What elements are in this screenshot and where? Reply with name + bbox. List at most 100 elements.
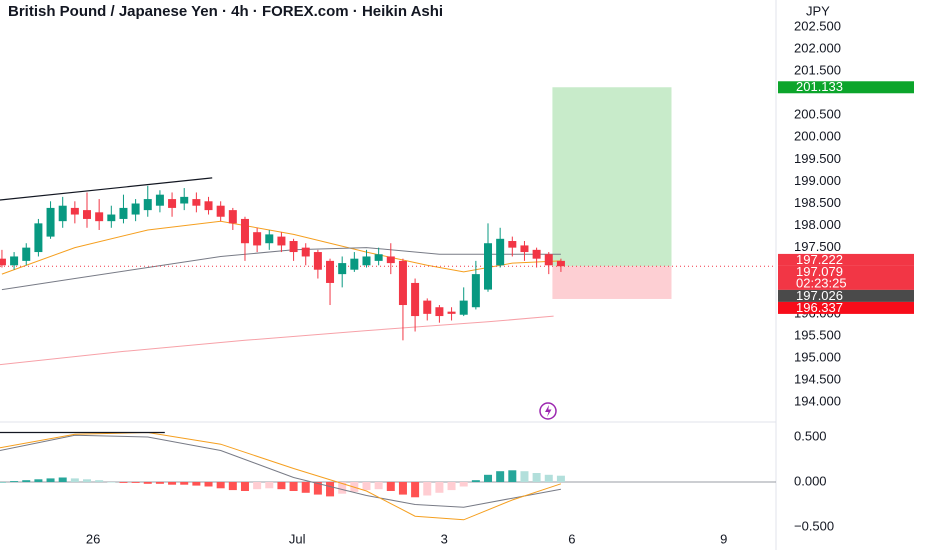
price-badge xyxy=(778,253,914,266)
histogram-bar xyxy=(216,481,225,489)
candle-body xyxy=(240,218,249,244)
histogram-bar xyxy=(313,481,322,495)
histogram-bar xyxy=(131,481,140,483)
y-tick-label: 194.500 xyxy=(794,372,841,387)
price-badge-label: 201.133 xyxy=(796,79,843,94)
x-tick-label: 9 xyxy=(720,531,727,546)
histogram-bar xyxy=(532,473,541,482)
histogram-bar xyxy=(107,481,116,483)
histogram-bar xyxy=(58,477,67,482)
candle-body xyxy=(508,241,517,248)
histogram-bar xyxy=(411,481,420,498)
candle-body xyxy=(155,194,164,206)
price-badge-label: 197.026 xyxy=(796,288,843,303)
histogram-bar xyxy=(435,481,444,493)
moving-average xyxy=(0,315,554,366)
alert-icon[interactable] xyxy=(539,402,557,420)
histogram-bar xyxy=(362,481,371,491)
candle-body xyxy=(411,282,420,317)
price-badge-label: 196.337 xyxy=(796,300,843,315)
histogram-bar xyxy=(374,481,383,490)
candle-body xyxy=(168,199,177,208)
candle-body xyxy=(204,201,213,211)
price-badge xyxy=(778,289,914,302)
histogram-bar xyxy=(326,481,335,497)
candle-body xyxy=(143,199,152,211)
histogram-bar xyxy=(277,481,286,490)
y-tick-label: 201.500 xyxy=(794,63,841,78)
candle-body xyxy=(459,300,468,315)
price-badge-label: 197.222 xyxy=(796,252,843,267)
histogram-bar xyxy=(289,481,298,491)
candle-body xyxy=(228,210,237,224)
candle-body xyxy=(362,256,371,266)
y-tick-label: 197.500 xyxy=(794,239,841,254)
histogram-bar xyxy=(155,481,164,484)
y-tick-label: 198.500 xyxy=(794,195,841,210)
profit-zone xyxy=(552,87,672,267)
candle-body xyxy=(326,260,335,283)
candle-body xyxy=(180,196,189,204)
countdown: 02:23:25 xyxy=(796,275,847,290)
candle-body xyxy=(265,234,274,244)
candle-body xyxy=(0,258,6,266)
y-tick-label: 0.500 xyxy=(794,428,827,443)
candle-body xyxy=(435,307,444,317)
y-tick-label: 0.000 xyxy=(794,473,827,488)
candle-body xyxy=(216,205,225,217)
candle-body xyxy=(107,214,116,222)
candle-body xyxy=(423,300,432,314)
y-tick-label: 200.000 xyxy=(794,129,841,144)
candle-body xyxy=(556,260,565,267)
y-tick-label: 199.000 xyxy=(794,173,841,188)
histogram-bar xyxy=(447,481,456,491)
candle-body xyxy=(544,254,553,266)
x-tick-label: 6 xyxy=(568,531,575,546)
histogram-bar xyxy=(34,479,43,482)
candle-body xyxy=(95,212,104,222)
macd-line xyxy=(0,434,561,508)
candle-body xyxy=(338,263,347,275)
candle-body xyxy=(46,207,55,237)
candle-body xyxy=(484,243,493,290)
histogram-bar xyxy=(520,471,529,482)
candle-body xyxy=(289,241,298,253)
macd-line xyxy=(0,431,562,521)
histogram-bar xyxy=(70,478,79,482)
histogram-bar xyxy=(253,481,262,490)
histogram-bar xyxy=(398,481,407,495)
candle-body xyxy=(192,199,201,206)
candle-body xyxy=(301,247,310,257)
histogram-bar xyxy=(484,474,493,482)
loss-zone xyxy=(552,266,672,299)
candle-body xyxy=(34,223,43,253)
candle-body xyxy=(532,249,541,259)
axes: 202.500 202.000 201.500 200.500 200.000 199.5… xyxy=(86,18,914,546)
candle-body xyxy=(496,238,505,266)
y-tick-label: −0.500 xyxy=(794,518,834,533)
histogram-bar xyxy=(46,478,55,482)
y-tick-label: 199.500 xyxy=(794,151,841,166)
x-tick-label: 3 xyxy=(441,531,448,546)
histogram-bar xyxy=(556,475,565,482)
histogram-bar xyxy=(143,481,152,484)
candle-body xyxy=(471,274,480,308)
histogram-bar xyxy=(22,480,31,482)
candle-body xyxy=(83,210,92,219)
price-badge xyxy=(778,301,914,314)
histogram-bar xyxy=(459,481,468,487)
histogram-bar xyxy=(544,474,553,482)
histogram-bar xyxy=(496,471,505,482)
price-badge xyxy=(778,81,914,94)
candle-body xyxy=(253,232,262,246)
candle-body xyxy=(58,205,67,222)
y-tick-label: 202.500 xyxy=(794,18,841,33)
title-bg xyxy=(0,0,770,24)
y-tick-label: 200.500 xyxy=(794,107,841,122)
candle-body xyxy=(374,254,383,261)
histogram-bar xyxy=(119,481,128,483)
candle-body xyxy=(70,207,79,215)
candle-body xyxy=(447,311,456,314)
